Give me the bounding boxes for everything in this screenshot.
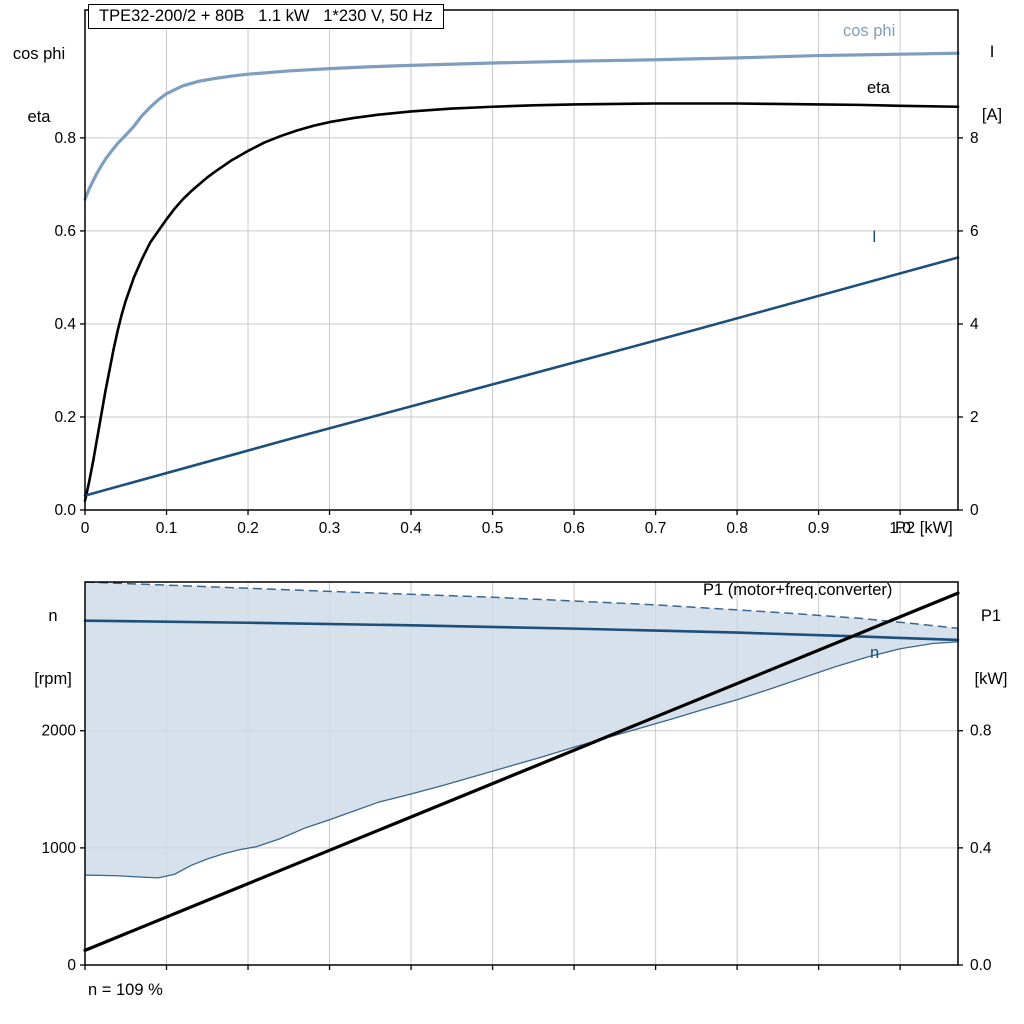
speed-percentage-note: n = 109 % — [88, 981, 163, 999]
lower-left-axis-line2: [rpm] — [34, 670, 72, 688]
curve-label-n: n — [870, 644, 880, 662]
curve-label-p1: P1 (motor+freq.converter) — [703, 581, 893, 599]
upper-left-axis-line2: eta — [27, 108, 51, 126]
svg-text:0.0: 0.0 — [970, 957, 992, 974]
lower-left-axis-title: n [rpm] — [16, 564, 90, 732]
svg-text:1000: 1000 — [42, 840, 77, 857]
lower-left-axis-line1: n — [48, 607, 58, 625]
svg-text:0.3: 0.3 — [319, 520, 341, 537]
svg-text:0.4: 0.4 — [970, 840, 992, 857]
svg-text:0.9: 0.9 — [808, 520, 830, 537]
svg-text:0.8: 0.8 — [54, 130, 76, 147]
svg-text:0.4: 0.4 — [400, 520, 422, 537]
upper-right-axis-line2: [A] — [981, 106, 1003, 124]
svg-text:0.8: 0.8 — [970, 723, 992, 740]
upper-right-axis-line1: I — [989, 43, 995, 61]
svg-text:6: 6 — [970, 223, 979, 240]
svg-text:0.6: 0.6 — [54, 223, 76, 240]
svg-text:2000: 2000 — [42, 723, 77, 740]
upper-right-axis-title: I [A] — [964, 0, 1020, 168]
svg-text:0.2: 0.2 — [54, 409, 76, 426]
svg-text:0.0: 0.0 — [54, 502, 76, 519]
svg-text:0.8: 0.8 — [726, 520, 748, 537]
lower-right-axis-title: P1 [kW] — [962, 564, 1020, 732]
lower-right-axis-line2: [kW] — [974, 670, 1008, 688]
upper-left-axis-title: cos phi eta — [2, 2, 76, 170]
svg-text:1.0: 1.0 — [889, 520, 911, 537]
svg-text:0.1: 0.1 — [156, 520, 178, 537]
upper-left-axis-line1: cos phi — [12, 45, 66, 63]
svg-text:0.5: 0.5 — [482, 520, 504, 537]
svg-text:0: 0 — [67, 957, 76, 974]
svg-text:8: 8 — [970, 130, 979, 147]
svg-text:0.7: 0.7 — [645, 520, 667, 537]
svg-text:0.4: 0.4 — [54, 316, 76, 333]
curve-label-cos-phi: cos phi — [843, 22, 896, 40]
svg-text:0.2: 0.2 — [237, 520, 259, 537]
svg-text:4: 4 — [970, 316, 979, 333]
svg-text:0: 0 — [81, 520, 90, 537]
curve-label-eta: eta — [867, 79, 890, 97]
curve-label-current: I — [872, 228, 877, 246]
svg-text:0: 0 — [970, 502, 979, 519]
lower-right-axis-line1: P1 — [980, 607, 1002, 625]
svg-text:2: 2 — [970, 409, 979, 426]
svg-text:0.6: 0.6 — [563, 520, 585, 537]
upper-x-axis-title: P2 [kW] — [895, 519, 953, 537]
chart-title-box: TPE32-200/2 + 80B 1.1 kW 1*230 V, 50 Hz — [88, 4, 444, 29]
